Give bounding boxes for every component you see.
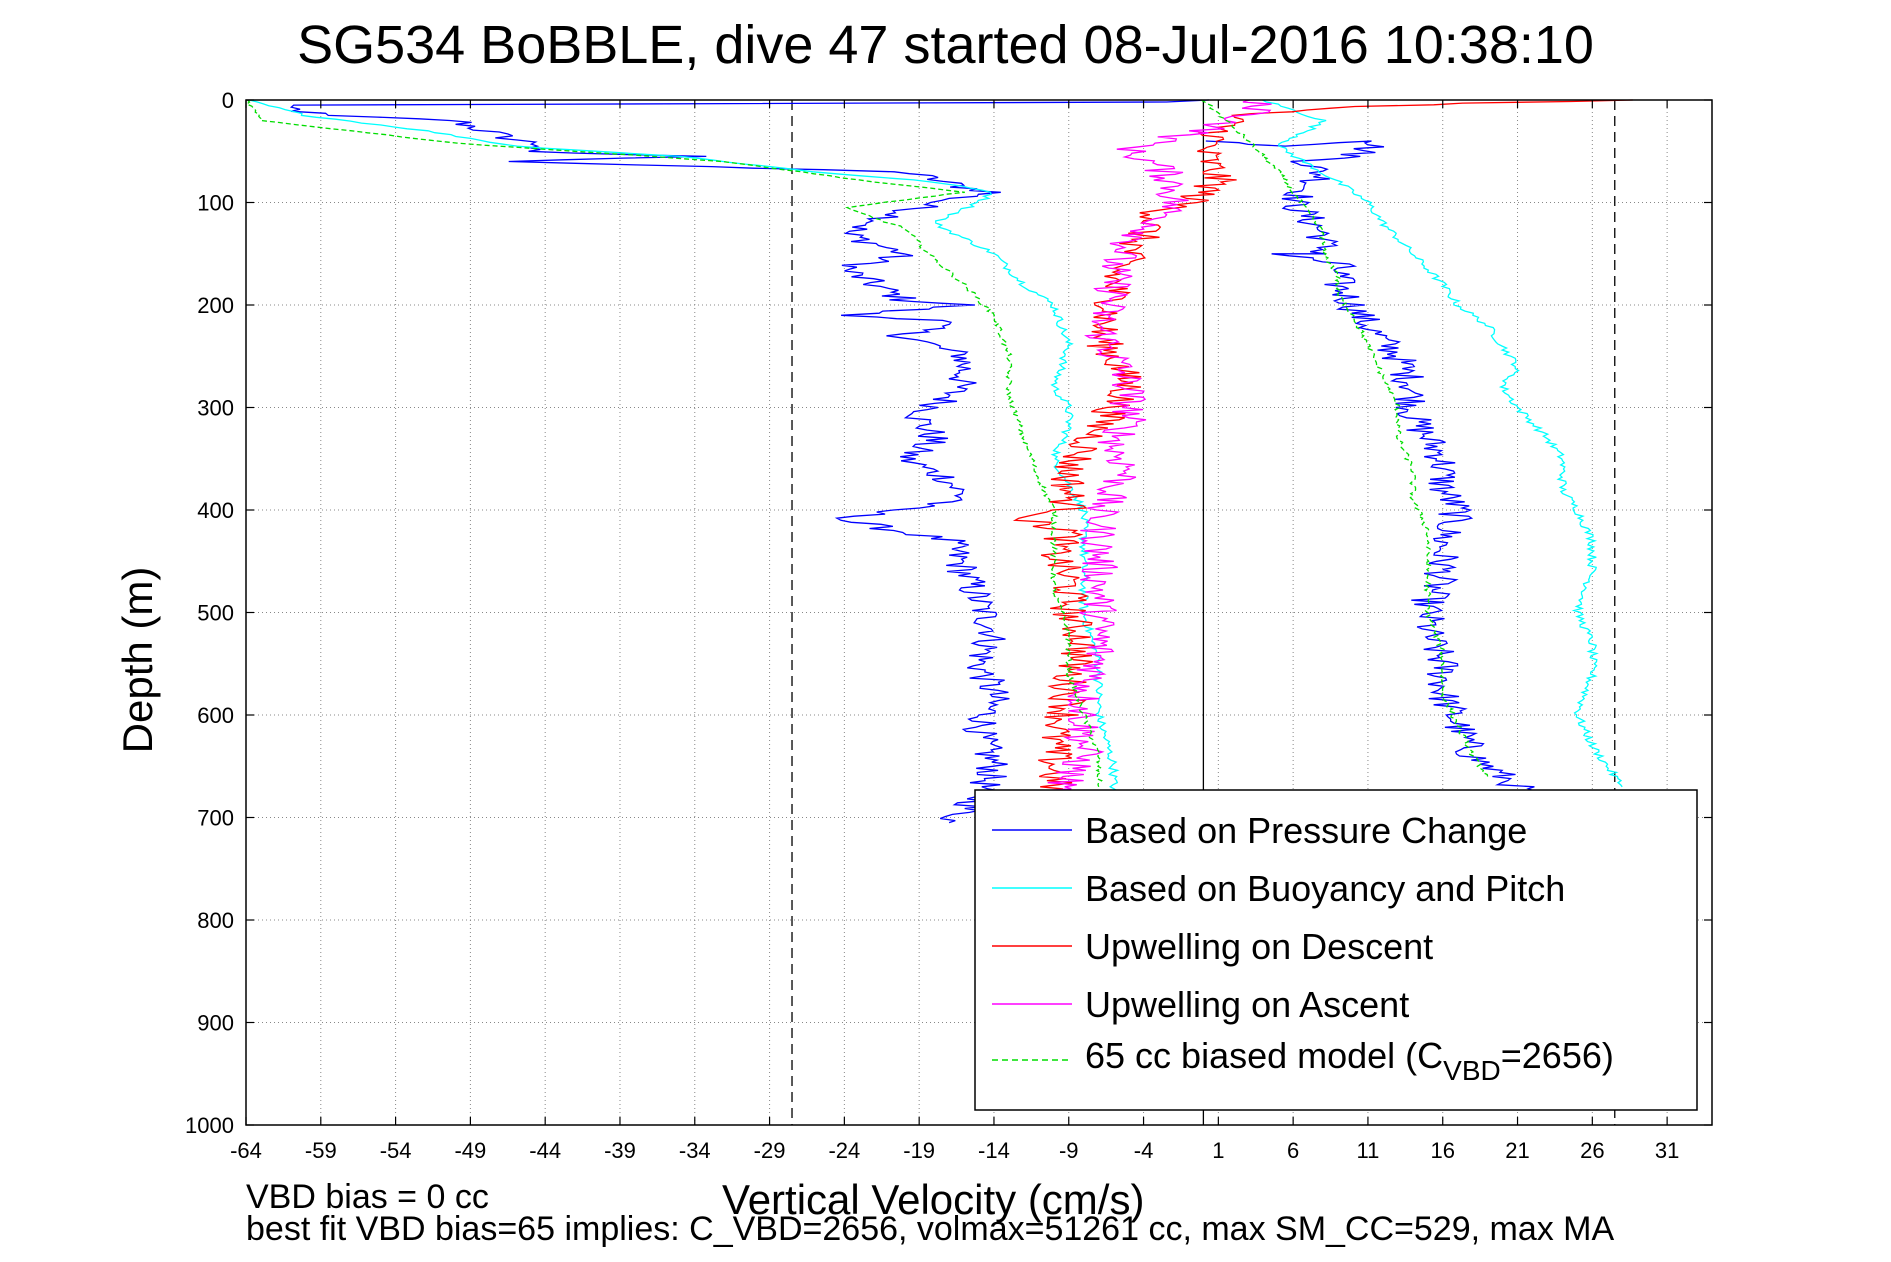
y-tick-label: 100 <box>197 191 234 216</box>
legend-label-biased-model: 65 cc biased model (CVBD=2656) <box>1085 1035 1614 1086</box>
y-axis-label: Depth (m) <box>114 566 161 754</box>
footer-best-fit: best fit VBD bias=65 implies: C_VBD=2656… <box>246 1210 1615 1248</box>
x-tick-label: 16 <box>1430 1138 1454 1163</box>
buoyancy-pitch-line-ascent <box>1262 99 1623 788</box>
x-tick-label: -34 <box>679 1138 711 1163</box>
tick-layer: -64 -59 -54 -49 -44 -39 -34 -29 -24 -19 -14 -9 -4 1 6 1… <box>185 88 1712 1163</box>
y-tick-label: 200 <box>197 293 234 318</box>
biased-model-line-ascent <box>1200 99 1489 777</box>
pressure-change-line-descent <box>289 99 1210 824</box>
legend-label-upwelling-ascent: Upwelling on Ascent <box>1085 984 1409 1025</box>
x-tick-label: 21 <box>1505 1138 1529 1163</box>
x-tick-label: 6 <box>1287 1138 1299 1163</box>
x-tick-label: -29 <box>754 1138 786 1163</box>
y-tick-label: 900 <box>197 1011 234 1036</box>
x-tick-label: -9 <box>1059 1138 1079 1163</box>
legend-biased-prefix: 65 cc biased model (C <box>1085 1035 1443 1076</box>
buoyancy-pitch-line-descent <box>248 99 1120 798</box>
x-tick-label: -14 <box>978 1138 1010 1163</box>
legend-biased-subscript: VBD <box>1443 1055 1501 1086</box>
y-tick-label: 700 <box>197 806 234 831</box>
legend-box <box>974 789 1698 1111</box>
y-tick-label: 1000 <box>185 1113 234 1138</box>
pressure-change-line-ascent <box>1205 140 1545 798</box>
x-tick-label: 26 <box>1580 1138 1604 1163</box>
x-tick-label: -44 <box>529 1138 561 1163</box>
y-tick-label: 800 <box>197 908 234 933</box>
x-axis-label: Vertical Velocity (cm/s) <box>722 1176 1145 1223</box>
x-tick-label: -49 <box>454 1138 486 1163</box>
legend-label-buoyancy: Based on Buoyancy and Pitch <box>1085 868 1565 909</box>
x-tick-label: -19 <box>903 1138 935 1163</box>
legend: Based on Pressure Change Based on Buoyan… <box>974 789 1698 1111</box>
x-tick-label: 11 <box>1357 1138 1380 1163</box>
legend-label-upwelling-descent: Upwelling on Descent <box>1085 926 1433 967</box>
x-tick-label: -39 <box>604 1138 636 1163</box>
y-tick-label: 500 <box>197 601 234 626</box>
y-tick-label: 600 <box>197 703 234 728</box>
x-tick-label: -59 <box>305 1138 337 1163</box>
x-tick-label: -54 <box>380 1138 412 1163</box>
x-tick-label: 31 <box>1655 1138 1679 1163</box>
chart-title: SG534 BoBBLE, dive 47 started 08-Jul-201… <box>297 15 1594 75</box>
x-tick-label: -4 <box>1134 1138 1154 1163</box>
x-tick-label: -24 <box>828 1138 860 1163</box>
legend-biased-suffix: =2656) <box>1501 1035 1614 1076</box>
footer-vbd-bias: VBD bias = 0 cc <box>246 1178 489 1216</box>
upwelling-descent-line <box>1012 99 1633 798</box>
x-tick-label: 1 <box>1212 1138 1224 1163</box>
upwelling-ascent-line <box>1039 99 1272 798</box>
x-tick-label: -64 <box>230 1138 262 1163</box>
biased-model-line-descent <box>245 99 1103 788</box>
y-tick-label: 300 <box>197 396 234 421</box>
y-tick-label: 400 <box>197 498 234 523</box>
series-layer <box>245 99 1633 824</box>
legend-label-pressure: Based on Pressure Change <box>1085 810 1527 851</box>
y-tick-label: 0 <box>222 88 234 113</box>
